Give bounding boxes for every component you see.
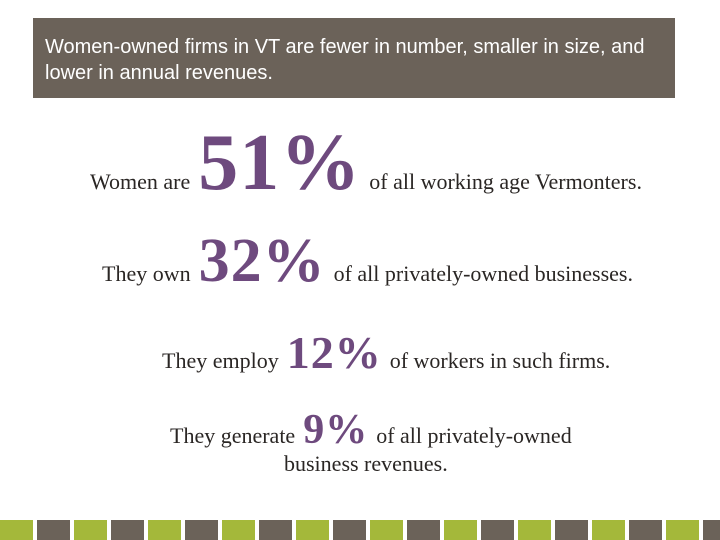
stat-value: 32% (198, 227, 326, 295)
stat-row: They generate 9% of all privately-owned (170, 406, 572, 454)
stat-prefix: They generate (170, 423, 296, 448)
header-title: Women-owned firms in VT are fewer in num… (45, 36, 645, 84)
stat-prefix: Women are (90, 169, 191, 194)
stat-suffix: of workers in such firms. (389, 348, 611, 373)
stat-prefix: They own (102, 261, 191, 286)
stat-value: 51% (198, 119, 362, 207)
stat-value: 9% (303, 407, 369, 453)
stat-suffix: of all privately-owned businesses. (333, 261, 633, 286)
stat-suffix: of all working age Vermonters. (369, 169, 642, 194)
header-box: Women-owned firms in VT are fewer in num… (33, 18, 675, 98)
decorative-band (0, 520, 720, 540)
stat-prefix: They employ (162, 348, 279, 373)
stat-row: Women are 51% of all working age Vermont… (90, 118, 642, 209)
stat-continuation: business revenues. (284, 451, 448, 476)
stat-value: 12% (286, 327, 382, 378)
stat-row: They own 32% of all privately-owned busi… (102, 226, 633, 297)
stat-row: They employ 12% of workers in such firms… (162, 326, 610, 379)
stat-suffix: of all privately-owned (376, 423, 572, 448)
